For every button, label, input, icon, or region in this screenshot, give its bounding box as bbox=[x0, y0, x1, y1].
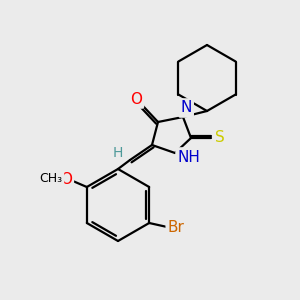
Text: S: S bbox=[215, 130, 225, 145]
Text: O: O bbox=[60, 172, 72, 187]
Text: H: H bbox=[113, 146, 123, 160]
Text: Br: Br bbox=[168, 220, 184, 235]
Text: N: N bbox=[180, 100, 192, 116]
Text: CH₃: CH₃ bbox=[39, 172, 62, 185]
Text: NH: NH bbox=[178, 149, 200, 164]
Text: O: O bbox=[130, 92, 142, 106]
